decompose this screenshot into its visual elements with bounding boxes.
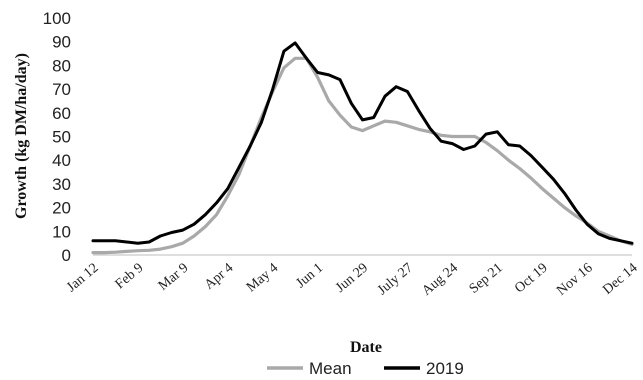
x-tick-label: Jan 12 [64, 261, 101, 296]
x-tick-label: Jun 1 [294, 261, 327, 292]
y-axis-ticks: 0 10 20 30 40 50 60 70 80 90 100 [43, 9, 71, 265]
x-tick-label: May 4 [244, 261, 281, 296]
y-tick-label: 90 [52, 33, 71, 52]
x-tick-label: Dec 14 [600, 261, 640, 298]
x-tick-label: Jun 29 [333, 261, 371, 296]
x-tick-label: July 27 [375, 261, 416, 299]
y-axis-title: Growth (kg DM/ha/day) [13, 53, 30, 219]
y-tick-label: 80 [52, 56, 71, 75]
y-tick-label: 70 [52, 80, 71, 99]
legend-label: Mean [309, 359, 352, 378]
x-tick-label: Feb 9 [113, 261, 147, 293]
x-tick-label: Aug 24 [419, 261, 461, 299]
x-axis-ticks: Jan 12 Feb 9 Mar 9 Apr 4 May 4 Jun 1 Jun 29 Jul… [64, 261, 640, 299]
x-tick-label: Oct 19 [512, 261, 551, 297]
y-tick-label: 60 [52, 104, 71, 123]
x-tick-label: Nov 16 [554, 261, 596, 299]
y-tick-label: 20 [52, 199, 71, 218]
legend-label: 2019 [426, 359, 464, 378]
x-tick-label: Mar 9 [156, 261, 192, 294]
y-tick-label: 30 [52, 175, 71, 194]
y-tick-label: 0 [62, 246, 71, 265]
x-tick-label: Apr 4 [202, 261, 236, 293]
legend: Mean 2019 [267, 359, 464, 378]
y-tick-label: 10 [52, 222, 71, 241]
x-axis-title: Date [350, 339, 382, 356]
y-tick-label: 40 [52, 151, 71, 170]
y-tick-label: 50 [52, 128, 71, 147]
x-tick-label: Sep 21 [467, 261, 506, 297]
series-layer [91, 41, 634, 255]
series-line-2019 [91, 41, 634, 245]
series-line-mean [91, 56, 634, 255]
y-tick-label: 100 [43, 9, 71, 28]
